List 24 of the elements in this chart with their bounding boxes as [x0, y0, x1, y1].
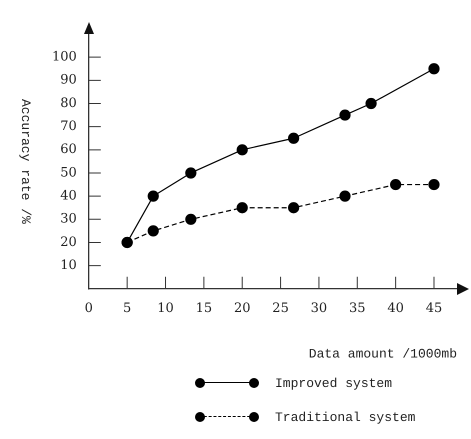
- x-tick-label: 20: [234, 300, 250, 316]
- x-tick-label: 5: [123, 300, 132, 316]
- x-tick-label: 40: [387, 300, 404, 316]
- y-tick-label: 60: [60, 142, 77, 158]
- y-tick-label: 70: [60, 119, 77, 134]
- x-tick-label: 15: [196, 300, 212, 316]
- y-tick-label: 80: [60, 96, 77, 111]
- legend-label: Improved system: [275, 376, 392, 390]
- x-tick-label: 45: [426, 300, 442, 316]
- x-tick-label: 30: [310, 300, 328, 316]
- y-tick-label: 40: [60, 188, 77, 204]
- x-tick-label: 35: [349, 300, 366, 316]
- x-tick-label: 10: [157, 300, 174, 316]
- y-tick-label: 50: [60, 165, 77, 180]
- x-tick-label: 0: [84, 300, 93, 316]
- y-tick-label: 20: [60, 234, 77, 250]
- y-tick-label: 100: [52, 50, 77, 65]
- y-tick-label: 90: [60, 72, 77, 88]
- x-axis-title: Data amount /1000mb: [308, 346, 457, 362]
- y-tick-label: 10: [60, 258, 77, 274]
- legend-label: Traditional system: [275, 410, 416, 424]
- y-tick-label: 30: [60, 212, 77, 227]
- y-axis-title: Accuracy rate /%: [18, 99, 33, 224]
- x-tick-label: 25: [272, 300, 289, 316]
